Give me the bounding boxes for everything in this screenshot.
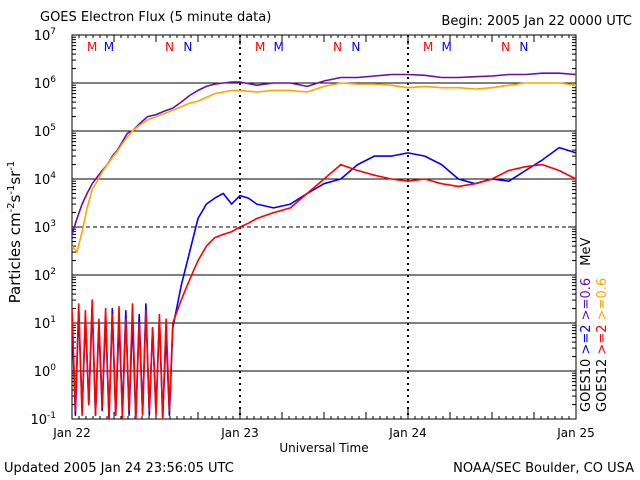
local-time-marker: M (273, 40, 283, 54)
updated-timestamp: Updated 2005 Jan 24 23:56:05 UTC (4, 461, 234, 476)
local-time-marker: N (519, 40, 528, 54)
y-tick-label: 107 (34, 27, 56, 44)
local-time-marker: N (165, 40, 174, 54)
y-tick-label: 101 (34, 315, 56, 332)
local-time-marker: N (183, 40, 192, 54)
local-time-marker: N (351, 40, 360, 54)
y-tick-label: 104 (34, 171, 57, 188)
local-time-marker: M (423, 40, 433, 54)
local-time-marker: M (255, 40, 265, 54)
x-tick-label: Jan 25 (556, 426, 595, 440)
y-tick-label: 106 (34, 75, 57, 92)
legend-row-goes10: GOES10 >=2 >=0.6 MeV (579, 238, 594, 412)
local-time-marker: N (501, 40, 510, 54)
plot-canvas: 10-1 100 101 102 103 104 105 106 107 Jan 22 Jan 23… (0, 0, 640, 480)
local-time-marker: M (441, 40, 451, 54)
y-tick-label: 100 (34, 363, 57, 380)
goes-electron-flux-chart: GOES Electron Flux (5 minute data) Begin… (0, 0, 640, 480)
x-tick-label: Jan 24 (388, 426, 427, 440)
y-axis-label: Particles cm-2s-1sr-1 (6, 161, 24, 304)
local-time-marker: M (104, 40, 114, 54)
x-tick-label: Jan 22 (52, 426, 91, 440)
y-tick-label: 10-1 (30, 411, 56, 428)
y-tick-label: 103 (34, 219, 56, 236)
local-time-marker: N (333, 40, 342, 54)
x-axis-label: Universal Time (279, 441, 368, 455)
credit-label: NOAA/SEC Boulder, CO USA (453, 461, 634, 476)
y-tick-label: 105 (34, 123, 56, 140)
series-group (72, 73, 576, 419)
local-time-marker: M (87, 40, 97, 54)
legend-row-goes12: GOES12 >=2 >=0.6 (595, 278, 610, 412)
y-tick-label: 102 (34, 267, 56, 284)
series-line (72, 73, 576, 234)
legend: GOES12 >=2 >=0.6 GOES10 >=2 >=0.6 MeV (579, 238, 610, 412)
series-line (72, 165, 576, 419)
x-tick-label: Jan 23 (220, 426, 259, 440)
